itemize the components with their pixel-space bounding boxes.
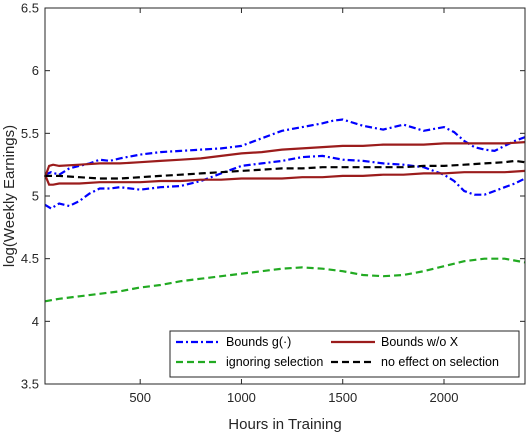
x-tick-label: 1500 — [328, 390, 357, 405]
x-tick-label: 500 — [129, 390, 151, 405]
y-tick-label: 3.5 — [21, 377, 39, 392]
legend-label-no-effect: no effect on selection — [381, 355, 499, 369]
series-line-1-0 — [43, 141, 526, 178]
y-tick-label: 5 — [32, 189, 39, 204]
legend-label-bounds-wo-x: Bounds w/o X — [381, 335, 459, 349]
legend-label-bounds-g: Bounds g(·) — [226, 335, 291, 349]
legend-box — [169, 330, 520, 378]
y-tick-label: 4.5 — [21, 251, 39, 266]
y-tick-label: 6.5 — [21, 1, 39, 16]
series-line-2-0 — [44, 257, 526, 303]
x-axis-title: Hours in Training — [228, 416, 341, 433]
y-tick-label: 4 — [32, 314, 39, 329]
plot-lines — [43, 118, 526, 303]
axis-ticks: 500 1000 1500 2000 3.5 4 4.5 5 5.5 6 6.5 — [21, 1, 525, 405]
legend: Bounds g(·) Bounds w/o X ignoring select… — [169, 330, 520, 378]
y-tick-label: 5.5 — [21, 126, 39, 141]
y-tick-label: 6 — [32, 63, 39, 78]
x-tick-label: 2000 — [430, 390, 459, 405]
legend-label-ignoring-selection: ignoring selection — [226, 355, 323, 369]
series-line-0-1 — [44, 154, 526, 210]
y-axis-title: log(Weekly Earnings) — [1, 125, 18, 267]
series-line-1-1 — [43, 169, 526, 186]
series-line-3-0 — [45, 159, 526, 180]
x-tick-label: 1000 — [227, 390, 256, 405]
